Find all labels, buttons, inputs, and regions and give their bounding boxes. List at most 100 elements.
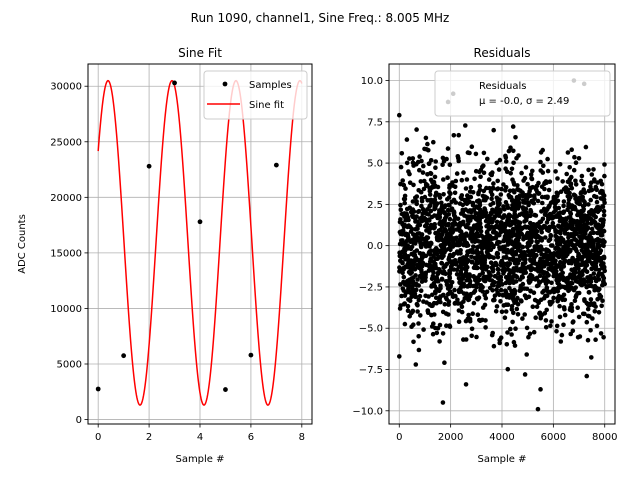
residual-point: [514, 238, 519, 243]
residual-point: [514, 274, 520, 280]
residual-point: [494, 224, 499, 230]
residuals-data: [396, 78, 607, 412]
residual-point: [493, 260, 498, 266]
residual-point: [489, 241, 494, 246]
residual-point: [502, 233, 508, 239]
residual-point: [505, 262, 511, 268]
residual-point: [555, 229, 561, 235]
residuals-ytick-label: 5.0: [367, 159, 383, 170]
residual-point: [596, 255, 601, 260]
residual-point: [405, 246, 411, 251]
residual-point: [496, 213, 502, 218]
residual-point: [437, 210, 442, 215]
residual-point: [427, 186, 432, 191]
residual-point: [568, 204, 574, 210]
residual-point: [486, 233, 492, 238]
residual-point: [490, 200, 496, 206]
residual-point: [491, 255, 497, 260]
residual-point: [509, 304, 515, 309]
residual-point: [526, 213, 532, 218]
residual-point: [503, 185, 509, 190]
residual-point: [592, 275, 597, 281]
residual-point: [427, 301, 432, 307]
residual-point: [473, 151, 479, 157]
residual-point: [526, 294, 532, 300]
residual-point: [586, 202, 591, 207]
residual-point: [559, 332, 565, 338]
residual-point: [418, 288, 424, 294]
residual-point: [524, 244, 530, 249]
residual-point: [441, 177, 446, 182]
residual-point: [480, 214, 485, 219]
residual-point: [573, 294, 579, 300]
residual-point: [411, 339, 416, 345]
residual-point: [429, 214, 435, 220]
residual-point: [569, 233, 575, 239]
residual-point: [597, 250, 603, 255]
residual-point: [416, 334, 422, 339]
residual-point: [433, 246, 439, 251]
residual-point: [558, 339, 564, 344]
residual-point: [397, 250, 402, 255]
residual-point: [407, 290, 412, 295]
residual-point: [507, 280, 512, 286]
residual-point: [578, 190, 584, 195]
residual-point: [553, 258, 558, 264]
residual-point: [565, 207, 570, 213]
residual-point: [542, 212, 548, 217]
residual-point: [503, 302, 509, 308]
residual-point: [396, 112, 402, 118]
residual-point: [589, 266, 594, 272]
residual-point: [439, 255, 445, 260]
residual-point: [405, 308, 411, 314]
residual-point: [573, 193, 578, 199]
residual-point: [598, 178, 603, 184]
residual-point: [431, 253, 436, 258]
residual-point: [499, 309, 505, 315]
residual-point: [444, 282, 450, 287]
residual-point: [596, 310, 602, 315]
residual-point: [435, 215, 440, 221]
residual-point: [588, 216, 593, 221]
residual-point: [451, 237, 457, 242]
residual-point: [568, 280, 574, 286]
residual-point: [399, 229, 404, 234]
residual-point: [451, 242, 456, 247]
residual-point: [569, 302, 574, 307]
residual-point: [487, 214, 492, 219]
residual-point: [509, 275, 515, 280]
residual-point: [491, 280, 497, 285]
residual-point: [412, 252, 418, 258]
residual-point: [561, 322, 566, 328]
residual-point: [454, 272, 460, 277]
residual-point: [599, 303, 604, 309]
residual-point: [550, 224, 556, 229]
residual-point: [469, 232, 474, 237]
residual-point: [403, 186, 408, 191]
residual-point: [402, 321, 408, 327]
residual-point: [584, 262, 590, 268]
residual-point: [593, 267, 599, 272]
residual-point: [572, 154, 577, 160]
residual-point: [441, 159, 447, 164]
residual-point: [477, 183, 483, 189]
residual-point: [581, 214, 586, 220]
residuals-xtick-label: 0: [396, 432, 402, 443]
residual-point: [470, 214, 476, 220]
residual-point: [567, 177, 573, 182]
residual-point: [483, 254, 489, 259]
residual-point: [543, 235, 548, 240]
residual-point: [495, 251, 501, 256]
residual-point: [523, 270, 529, 275]
residual-point: [569, 147, 574, 152]
residual-point: [522, 293, 528, 298]
residual-point: [519, 274, 525, 279]
residual-point: [543, 281, 549, 287]
residuals-xtick-label: 4000: [489, 432, 514, 443]
residual-point: [519, 231, 525, 237]
sample-point: [172, 80, 177, 86]
residual-point: [429, 276, 435, 282]
residual-point: [416, 208, 422, 214]
residual-point: [601, 208, 607, 214]
residual-point: [440, 309, 446, 315]
